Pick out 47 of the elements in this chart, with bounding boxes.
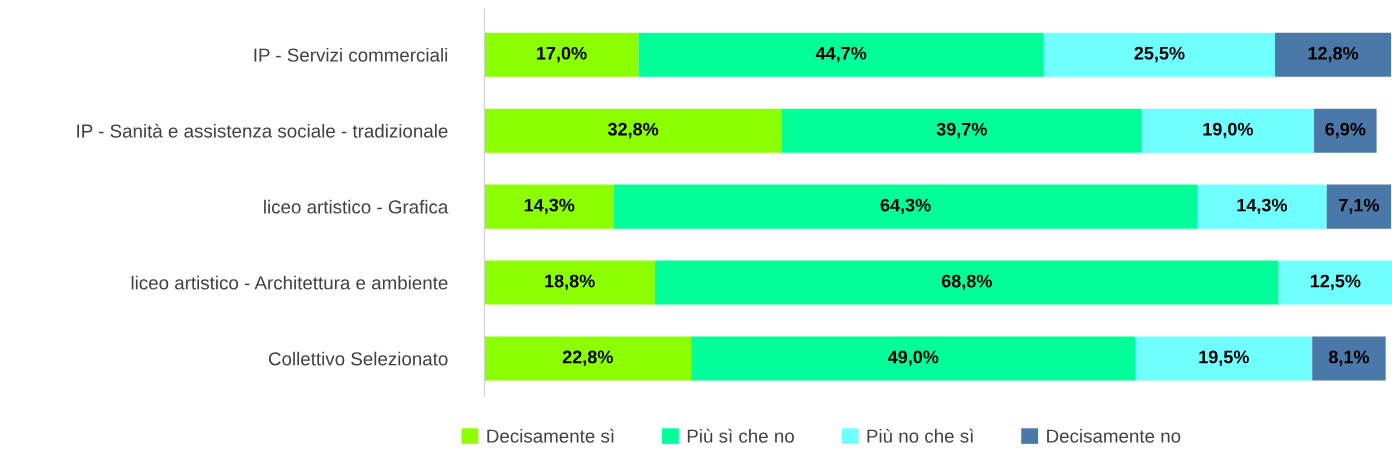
bar [614,184,1198,229]
bar [1312,336,1386,381]
data-label: 12,5% [1310,274,1361,291]
bar [484,336,692,381]
bar [484,108,782,153]
data-label: 19,0% [1203,122,1254,139]
data-label: 8,1% [1328,350,1370,366]
bar [1043,32,1276,77]
data-label: 68,8% [941,274,992,291]
bar [1326,184,1392,229]
legend-label: Decisamente no [1047,428,1181,443]
legend-label: Decisamente sì [487,428,614,443]
bar [781,108,1142,153]
data-label: 14,3% [524,198,575,215]
bar [691,336,1136,381]
data-label: 7,1% [1339,198,1380,215]
y-tick-label: Collettivo Selezionato [268,351,448,366]
data-label: 12,8% [1308,46,1359,63]
bar [1275,32,1392,77]
bar [1278,260,1392,305]
bar [654,260,1279,305]
y-tick-label: liceo artistico - Grafica [264,199,449,214]
bar [1135,336,1313,381]
data-label: 22,8% [562,350,613,366]
legend-label: Più sì che no [687,428,794,443]
data-label: 64,3% [880,198,931,215]
y-tick-label: liceo artistico - Architettura e ambiente [131,275,448,290]
bar [484,184,615,229]
data-label: 17,0% [537,46,587,63]
legend-label: Più no che sì [867,428,974,443]
data-label: 14,3% [1237,198,1288,215]
bar [1197,184,1327,229]
data-label: 44,7% [815,46,867,63]
data-label: 19,5% [1199,350,1249,366]
data-label: 6,9% [1325,122,1366,139]
data-label: 39,7% [936,122,987,139]
bar [484,260,655,305]
bar [1314,108,1377,153]
bar [484,32,639,77]
data-label: 18,8% [545,274,595,291]
data-label: 32,8% [607,122,659,139]
y-tick-label: IP - Sanità e assistenza sociale - tradizionale [77,123,448,138]
bar [1141,108,1315,153]
y-tick-label: IP - Servizi commerciali [254,47,448,62]
data-label: 25,5% [1134,46,1185,63]
data-label: 49,0% [887,350,939,366]
bar [638,32,1044,77]
